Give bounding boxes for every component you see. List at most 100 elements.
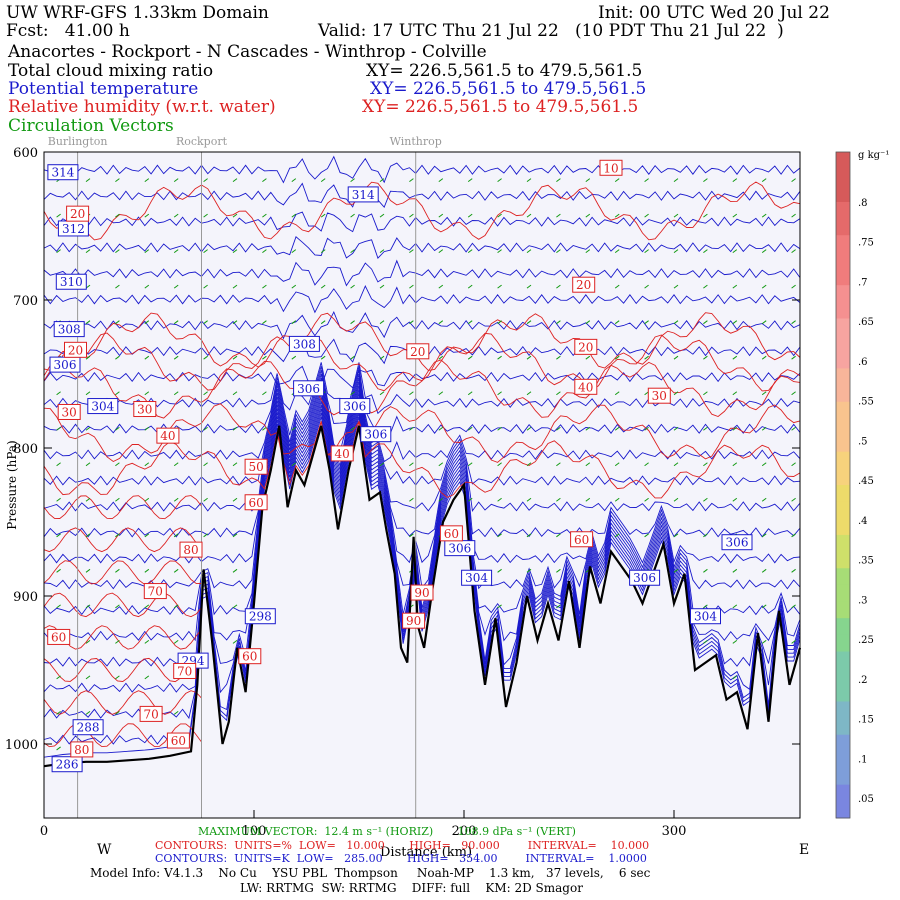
circulation-vector [614, 178, 620, 183]
theta-contour [43, 259, 801, 287]
circulation-vector [144, 604, 150, 609]
circulation-vector [585, 249, 591, 254]
circulation-vector [556, 391, 561, 396]
circulation-vector [703, 497, 708, 502]
header-title: UW WRF-GFS 1.33km Domain [6, 3, 269, 23]
circulation-vector [614, 320, 620, 325]
theta-contour [43, 285, 801, 314]
circulation-vector [144, 639, 150, 644]
circulation-vector [85, 568, 91, 573]
rh-label-box [572, 276, 596, 293]
x-tick-label: 200 [452, 824, 477, 839]
circulation-vector [203, 462, 208, 467]
circulation-vector [703, 320, 708, 325]
circulation-vector [203, 249, 208, 254]
rh-label: 60 [171, 734, 186, 748]
circulation-vector [115, 213, 120, 218]
rh-label: 40 [160, 429, 175, 443]
circulation-vector [144, 497, 150, 502]
circulation-vector [438, 462, 444, 467]
circulation-vector [585, 178, 591, 183]
theta-label: 314 [352, 188, 375, 202]
theta-label-box [53, 321, 85, 338]
circulation-vector [526, 391, 532, 396]
circulation-vector [173, 497, 179, 502]
circulation-vector [144, 320, 150, 325]
circulation-vector [262, 249, 267, 254]
circulation-vector [556, 320, 561, 325]
rh-contour-low [43, 657, 202, 683]
circulation-vector [56, 462, 61, 467]
circulation-vector [379, 178, 385, 183]
theta-label: 306 [343, 400, 366, 414]
rh-label-box [330, 445, 354, 462]
field-theta: Potential temperature [8, 79, 199, 99]
circulation-vector [556, 533, 561, 538]
circulation-vector [761, 604, 767, 609]
circulation-vector [85, 426, 91, 431]
rh-label: 30 [62, 405, 77, 419]
rh-label-box [166, 732, 190, 749]
colorbar-label: .4 [858, 516, 868, 527]
theta-label: 308 [58, 323, 81, 337]
theta-contour [43, 365, 801, 389]
rh-contour-low [43, 495, 202, 520]
theta-contour-info: CONTOURS: UNITS=K LOW= 285.00 HIGH= 354.… [155, 852, 647, 865]
circulation-vector [56, 391, 61, 396]
circulation-vector [232, 426, 238, 431]
circulation-vector [232, 249, 238, 254]
circulation-vector [467, 320, 473, 325]
colorbar-segment [836, 701, 850, 719]
circulation-vector [732, 639, 738, 644]
circulation-vector [644, 533, 649, 538]
plot-frame [43, 151, 801, 819]
circulation-vector [56, 497, 61, 502]
circulation-vector [232, 178, 238, 183]
rh-label: 70 [177, 664, 192, 678]
circulation-vector [409, 533, 414, 538]
colorbar-segment [836, 584, 850, 603]
circulation-vector [673, 391, 679, 396]
rh-contour-low [43, 723, 202, 748]
colorbar-segment [836, 801, 850, 819]
circulation-vector [673, 284, 679, 289]
theta-contour [43, 362, 801, 415]
circulation-vector [467, 462, 473, 467]
circulation-vector [144, 249, 150, 254]
circulation-vector [85, 249, 91, 254]
circulation-vector [673, 568, 679, 573]
colorbar-label: .25 [858, 635, 874, 646]
rh-label-box [402, 612, 426, 629]
colorbar-label: .65 [858, 317, 874, 328]
rh-label: 60 [574, 533, 589, 547]
circulation-vector [56, 604, 61, 609]
theta-label-box [51, 756, 83, 773]
circulation-vector [644, 355, 649, 360]
circulation-vector [761, 497, 767, 502]
circulation-vector [291, 178, 297, 183]
circulation-vector [232, 639, 238, 644]
theta-label-box [339, 398, 371, 415]
circulation-vector [791, 213, 796, 218]
circulation-vector [497, 533, 502, 538]
header-valid: Valid: 17 UTC Thu 21 Jul 22 (10 PDT Thu … [318, 21, 784, 41]
rh-label-box [244, 458, 268, 475]
circulation-vector [232, 320, 238, 325]
circulation-vector [556, 462, 561, 467]
circulation-vector [614, 497, 620, 502]
rh-label: 30 [652, 389, 667, 403]
theta-label: 304 [91, 400, 114, 414]
circulation-vector [497, 320, 502, 325]
circulation-vector [350, 178, 355, 183]
circulation-vector [203, 391, 208, 396]
circulation-vector [497, 178, 502, 183]
rh-label-box [647, 387, 671, 404]
circulation-vector [291, 213, 297, 218]
rh-label: 20 [70, 207, 85, 221]
max-vector-info: MAXIMUM VECTOR: 12.4 m s⁻¹ (HORIZ) 108.9… [198, 825, 576, 838]
theta-label-box [347, 186, 379, 203]
circulation-vector [497, 391, 502, 396]
circulation-vector [173, 391, 179, 396]
theta-label-box [47, 164, 79, 181]
colorbar-segment [836, 185, 850, 203]
